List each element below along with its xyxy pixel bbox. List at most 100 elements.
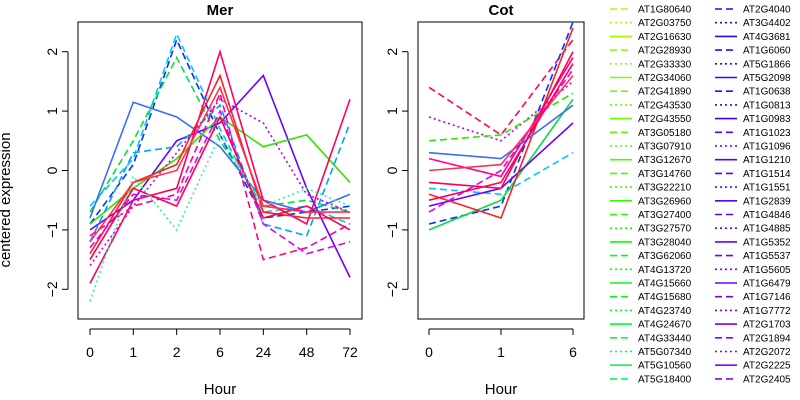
legend-label: AT5G07340	[638, 347, 692, 358]
legend-label: AT1G1210	[743, 155, 791, 166]
panel-title: Cot	[489, 2, 514, 19]
legend-label: AT1G7146	[743, 292, 791, 303]
legend-label: AT2G2072	[743, 347, 791, 358]
legend-label: AT5G1866	[743, 59, 791, 70]
legend-label: AT3G05180	[638, 128, 692, 139]
series-line	[428, 104, 574, 160]
legend-label: AT2G43530	[638, 100, 692, 111]
x-tick-label: 1	[129, 344, 137, 360]
legend-label: AT3G07910	[638, 142, 692, 153]
legend-label: AT3G62060	[638, 251, 692, 262]
series-line	[89, 48, 351, 284]
legend-label: AT4G23740	[638, 306, 692, 317]
legend-label: AT2G2405	[743, 374, 791, 385]
panel-mer: Mer 0 1 2 6 24 48 72 −2 −1 0 1 2 Hour	[44, 2, 363, 398]
x-axis-label: Hour	[485, 381, 518, 398]
legend-label: AT4G15660	[638, 279, 692, 290]
legend-label: AT1G1551	[743, 183, 791, 194]
series-line	[428, 39, 574, 136]
legend-label: AT1G5537	[743, 251, 791, 262]
y-tick-label: 0	[384, 166, 400, 174]
axes: 0 1 2 6 24 48 72 −2 −1 0 1 2	[44, 48, 358, 360]
series-line	[89, 85, 350, 243]
legend-label: AT3G12670	[638, 155, 692, 166]
legend-label: AT1G1514	[743, 169, 791, 180]
series-lines	[428, 21, 574, 231]
legend-label: AT2G41890	[638, 87, 692, 98]
legend-label: AT1G80640	[638, 5, 692, 16]
x-tick-label: 6	[569, 344, 577, 360]
legend-label: AT1G5605	[743, 265, 791, 276]
series-line	[89, 133, 351, 302]
y-tick-label: 1	[384, 107, 400, 115]
legend-label: AT1G1096	[743, 142, 791, 153]
legend-label: AT1G7772	[743, 306, 791, 317]
series-line	[89, 90, 351, 261]
series-line	[428, 92, 574, 142]
legend-label: AT3G27570	[638, 224, 692, 235]
legend-label: AT2G1703	[743, 320, 791, 331]
legend-label: AT4G3681	[743, 32, 791, 43]
legend-label: AT3G4402	[743, 18, 791, 29]
legend-label: AT2G16630	[638, 32, 692, 43]
legend-label: AT4G33440	[638, 333, 692, 344]
series-line	[89, 103, 351, 243]
legend-label: AT1G4846	[743, 210, 791, 221]
plot-frame	[77, 21, 363, 320]
x-tick-label: 1	[497, 344, 505, 360]
axes: 0 1 6 −2 −1 0 1 2	[384, 48, 577, 360]
legend-label: AT1G6479	[743, 279, 791, 290]
series-line	[428, 21, 574, 225]
y-tick-label: −1	[384, 222, 400, 238]
legend-label: AT1G2839	[743, 196, 791, 207]
legend: AT1G80640 AT2G03750 AT2G16630 AT2G28930 AT2G…	[610, 5, 791, 385]
legend-label: AT3G28040	[638, 237, 692, 248]
y-axis-label: centered expression	[0, 132, 14, 267]
x-tick-label: 0	[425, 344, 433, 360]
legend-label: AT2G2225	[743, 361, 791, 372]
legend-label: AT4G24670	[638, 320, 692, 331]
y-tick-label: −2	[384, 281, 400, 297]
x-tick-label: 0	[86, 344, 94, 360]
panel-cot: Cot 0 1 6 −2 −1 0 1 2 Hour	[384, 2, 585, 398]
legend-label: AT5G2098	[743, 73, 791, 84]
legend-label: AT1G0813	[743, 100, 791, 111]
legend-label: AT2G1894	[743, 333, 791, 344]
series-line	[89, 55, 351, 213]
x-tick-label: 6	[216, 344, 224, 360]
legend-label: AT2G33330	[638, 59, 692, 70]
series-line	[428, 152, 574, 196]
legend-label: AT1G0983	[743, 114, 791, 125]
series-line	[428, 51, 574, 190]
x-axis-label: Hour	[204, 381, 237, 398]
series-line	[89, 109, 351, 255]
panel-title: Mer	[207, 2, 234, 19]
x-tick-label: 72	[342, 344, 358, 360]
series-lines	[89, 31, 351, 302]
legend-label: AT3G27400	[638, 210, 692, 221]
legend-label: AT3G14760	[638, 169, 692, 180]
legend-label: AT1G1023	[743, 128, 791, 139]
legend-label: AT3G26960	[638, 196, 692, 207]
legend-label: AT5G10560	[638, 361, 692, 372]
legend-label: AT1G0638	[743, 87, 791, 98]
plot-frame	[417, 21, 585, 320]
legend-label: AT1G6060	[743, 46, 791, 57]
y-tick-label: 0	[44, 166, 60, 174]
y-tick-label: −2	[44, 281, 60, 297]
x-tick-label: 48	[299, 344, 315, 360]
x-tick-label: 24	[256, 344, 272, 360]
series-line	[428, 98, 574, 231]
series-line	[428, 80, 574, 142]
legend-label: AT1G5352	[743, 237, 791, 248]
legend-label: AT3G22210	[638, 183, 692, 194]
legend-label: AT2G28930	[638, 46, 692, 57]
series-line	[428, 63, 574, 201]
series-line	[89, 98, 351, 266]
y-tick-label: 2	[44, 48, 60, 56]
legend-label: AT1G4885	[743, 224, 791, 235]
legend-label: AT2G43550	[638, 114, 692, 125]
legend-label: AT2G34060	[638, 73, 692, 84]
series-line	[89, 115, 351, 261]
